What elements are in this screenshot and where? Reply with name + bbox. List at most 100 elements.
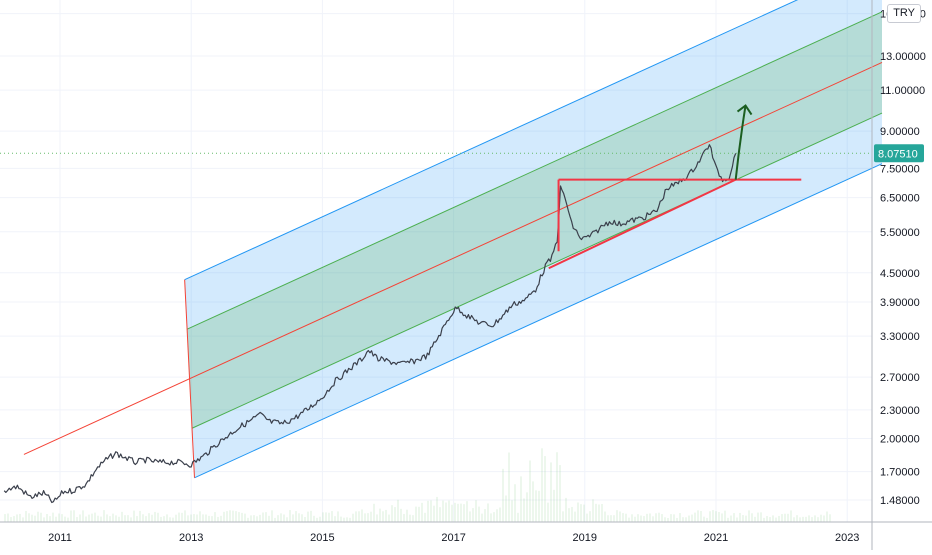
volume-bar: [265, 512, 267, 522]
volume-bar: [259, 514, 261, 522]
volume-bar: [790, 510, 792, 522]
volume-bar: [802, 516, 804, 522]
volume-bar: [571, 506, 573, 522]
volume-bar: [583, 504, 585, 522]
volume-bar: [25, 510, 27, 522]
volume-bar: [448, 500, 450, 522]
x-tick-label: 2011: [48, 532, 72, 544]
volume-bar: [559, 465, 561, 522]
volume-bar: [682, 517, 684, 522]
volume-bar: [604, 511, 606, 522]
volume-bar: [550, 462, 552, 522]
volume-bar: [706, 517, 708, 522]
volume-bar: [595, 503, 597, 522]
volume-bar: [697, 510, 699, 522]
x-tick-label: 2023: [835, 532, 859, 544]
volume-bar: [346, 517, 348, 522]
volume-bar: [496, 509, 498, 522]
volume-bar: [430, 500, 432, 522]
volume-bar: [310, 510, 312, 522]
volume-bar: [307, 511, 309, 522]
volume-bar: [658, 512, 660, 522]
volume-bar: [769, 517, 771, 522]
volume-bar: [517, 512, 519, 522]
volume-bar: [490, 513, 492, 522]
x-tick-label: 2013: [179, 532, 203, 544]
volume-bar: [799, 517, 801, 522]
volume-bar: [256, 516, 258, 522]
volume-bar: [97, 515, 99, 522]
volume-bar: [64, 516, 66, 522]
volume-bar: [184, 510, 186, 522]
volume-bar: [289, 510, 291, 522]
volume-bar: [736, 517, 738, 522]
volume-bar: [121, 511, 123, 522]
volume-bar: [730, 515, 732, 522]
currency-badge[interactable]: TRY: [887, 4, 921, 23]
volume-bar: [481, 513, 483, 522]
volume-bar: [79, 514, 81, 522]
volume-bar: [445, 502, 447, 522]
volume-bar: [169, 517, 171, 522]
volume-bar: [355, 511, 357, 522]
volume-bar: [538, 490, 540, 522]
volume-bar: [439, 507, 441, 522]
volume-bar: [688, 515, 690, 522]
volume-bar: [814, 515, 816, 522]
volume-bar: [772, 515, 774, 522]
volume-bar: [205, 514, 207, 522]
volume-bar: [727, 517, 729, 522]
volume-bar: [676, 517, 678, 522]
projection-arrow-shaft: [734, 105, 747, 180]
volume-bar: [616, 510, 618, 522]
volume-bar: [175, 514, 177, 522]
volume-bar: [625, 513, 627, 522]
y-tick-label: 2.70000: [880, 372, 920, 384]
volume-bar: [427, 500, 429, 522]
volume-bar: [628, 517, 630, 522]
volume-bar: [589, 511, 591, 522]
volume-bar: [568, 508, 570, 522]
volume-bar: [151, 514, 153, 522]
volume-bar: [793, 517, 795, 522]
volume-bar: [34, 515, 36, 522]
volume-bar: [409, 514, 411, 522]
volume-bar: [640, 515, 642, 522]
volume-bar: [142, 514, 144, 522]
volume-bar: [223, 511, 225, 522]
volume-bar: [385, 509, 387, 522]
volume-bar: [100, 516, 102, 522]
volume-bar: [130, 517, 132, 522]
volume-bar: [328, 512, 330, 522]
volume-bar: [526, 492, 528, 522]
x-tick-label: 2019: [573, 532, 597, 544]
volume-bar: [766, 516, 768, 522]
volume-bar: [277, 515, 279, 522]
volume-bar: [76, 517, 78, 522]
volume-bar: [337, 511, 339, 522]
volume-bar: [370, 511, 372, 522]
volume-bar: [229, 510, 231, 522]
volume-bar: [226, 511, 228, 522]
volume-bar: [469, 511, 471, 522]
volume-bar: [739, 512, 741, 522]
volume-bar: [391, 505, 393, 522]
x-tick-label: 2017: [441, 532, 465, 544]
volume-bar: [733, 513, 735, 522]
volume-bar: [154, 511, 156, 522]
volume-bar: [397, 499, 399, 522]
volume-bar: [601, 503, 603, 522]
volume-bar: [373, 503, 375, 522]
volume-bar: [829, 514, 831, 522]
volume-bar: [118, 516, 120, 522]
volume-bar: [61, 514, 63, 522]
volume-bar: [523, 498, 525, 522]
volume-bar: [778, 515, 780, 522]
volume-bar: [556, 452, 558, 522]
y-tick-label: 1.48000: [880, 495, 920, 507]
volume-bar: [247, 517, 249, 522]
volume-bar: [679, 513, 681, 522]
volume-bar: [148, 513, 150, 522]
volume-bar: [214, 512, 216, 522]
